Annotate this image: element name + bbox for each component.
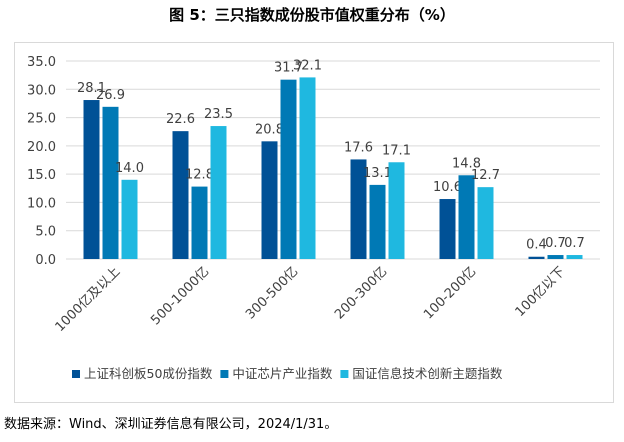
bar [528,256,545,259]
bar [191,186,208,259]
bar [261,141,278,259]
data-label: 31.7 [274,61,303,76]
x-tick-label: 500-1000亿 [148,264,212,328]
bar [388,162,405,259]
bar [210,126,227,259]
data-label: 20.8 [255,122,284,137]
bar [369,184,386,259]
data-label: 26.9 [96,88,125,103]
x-tick-label: 300-500亿 [243,264,301,322]
x-tick-label: 100亿以下 [513,264,569,320]
legend-label: 上证科创板50成份指数 [84,366,213,381]
data-label: 0.7 [564,236,585,251]
data-label: 23.5 [204,107,233,122]
legend-swatch [340,370,349,378]
bar [458,175,475,259]
x-tick-label: 100-200亿 [421,264,479,322]
y-tick-label: 10.0 [27,196,56,211]
y-tick-label: 30.0 [27,83,56,98]
data-label: 12.7 [471,168,500,183]
legend-swatch [72,370,80,378]
data-label: 14.8 [452,156,481,171]
y-tick-label: 35.0 [27,55,56,70]
bar [299,77,316,259]
x-tick-label: 1000亿及以上 [53,264,124,335]
data-label: 32.1 [293,58,322,73]
data-label: 13.1 [363,166,392,181]
data-label: 17.6 [344,140,373,155]
data-label: 0.7 [545,236,566,251]
data-label: 22.6 [166,112,195,127]
data-label: 14.0 [115,161,144,176]
y-tick-label: 25.0 [27,112,56,127]
bar [102,106,119,259]
legend-label: 中证芯片产业指数 [232,366,333,381]
bar [439,199,456,259]
y-tick-label: 5.0 [35,225,56,240]
bar [172,131,189,259]
data-label: 12.8 [185,168,214,183]
y-tick-label: 20.0 [27,140,56,155]
bar [566,255,583,259]
bar [83,100,100,259]
bar [350,159,367,259]
y-tick-label: 0.0 [35,253,56,268]
y-tick-label: 15.0 [27,168,56,183]
source-note: 数据来源：Wind、深圳证券信息有限公司，2024/1/31。 [4,417,338,432]
bar [547,255,564,259]
bar [121,179,138,259]
legend-swatch [220,370,229,378]
data-label: 0.4 [526,238,547,253]
chart-frame [14,42,614,403]
data-label: 10.6 [433,180,462,195]
data-label: 28.1 [77,81,106,96]
bar [280,79,297,259]
x-tick-label: 200-300亿 [332,264,390,322]
legend-label: 国证信息技术创新主题指数 [352,366,503,381]
data-label: 17.1 [382,143,411,158]
bar [477,187,494,259]
chart-title: 图 5：三只指数成份股市值权重分布（%） [169,6,455,24]
